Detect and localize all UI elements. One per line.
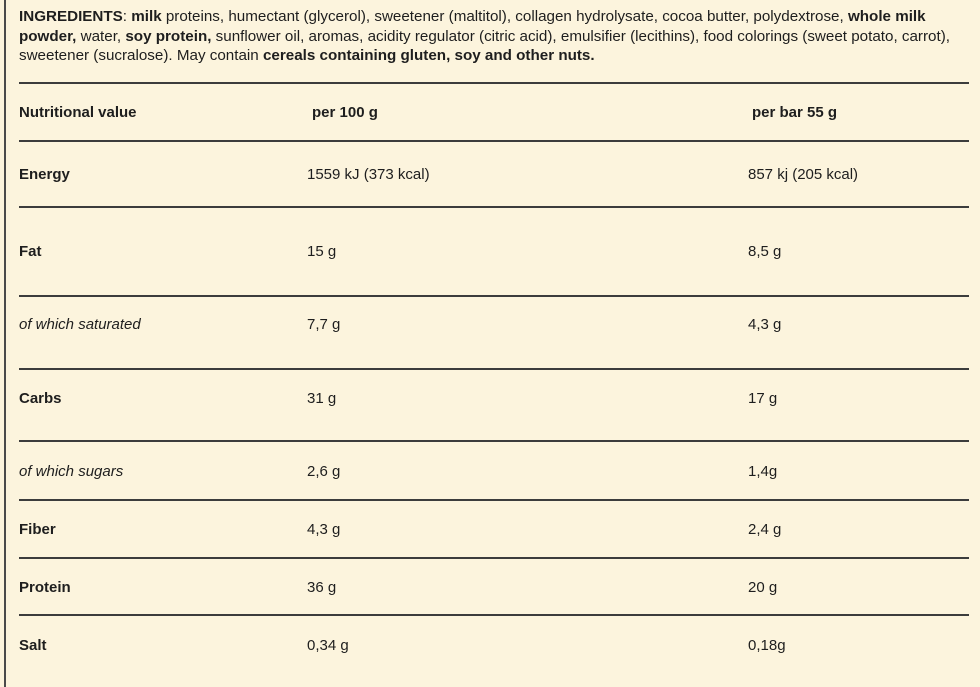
ingredients-part: proteins, humectant (glycerol), sweetene… xyxy=(161,8,848,25)
ingredients-part: whole milk powder, xyxy=(19,8,926,45)
row-perbar: 857 kj (205 kcal) xyxy=(748,166,859,183)
divider xyxy=(19,614,969,616)
row-per100: 0,34 g xyxy=(307,637,349,654)
row-label: Energy xyxy=(19,166,70,183)
row-label: of which saturated xyxy=(19,316,141,333)
row-label: Protein xyxy=(19,579,71,596)
header-per-bar: per bar 55 g xyxy=(752,104,838,121)
row-per100: 4,3 g xyxy=(307,521,341,538)
divider xyxy=(19,82,969,84)
ingredients-part: sunflower oil, aromas, acidity regulator… xyxy=(19,27,950,65)
ingredients-text: INGREDIENTS: milk proteins, humectant (g… xyxy=(19,7,969,66)
ingredients-part: INGREDIENTS xyxy=(19,8,123,25)
row-perbar: 1,4g xyxy=(748,463,778,480)
row-perbar: 20 g xyxy=(748,579,778,596)
row-label: Fat xyxy=(19,243,42,260)
row-perbar: 8,5 g xyxy=(748,243,782,260)
left-border xyxy=(4,0,6,687)
divider xyxy=(19,206,969,208)
header-nutritional-value: Nutritional value xyxy=(19,104,137,121)
ingredients-part: soy protein, xyxy=(125,27,212,45)
divider xyxy=(19,557,969,559)
divider xyxy=(19,499,969,501)
ingredients-part: milk xyxy=(131,8,162,25)
row-per100: 36 g xyxy=(307,579,337,596)
row-perbar: 4,3 g xyxy=(748,316,782,333)
row-per100: 15 g xyxy=(307,243,337,260)
row-perbar: 17 g xyxy=(748,390,778,407)
divider xyxy=(19,295,969,297)
row-label: of which sugars xyxy=(19,463,124,480)
row-label: Carbs xyxy=(19,390,62,407)
row-per100: 2,6 g xyxy=(307,463,341,480)
divider xyxy=(19,368,969,370)
row-per100: 1559 kJ (373 kcal) xyxy=(307,166,430,183)
row-perbar: 0,18g xyxy=(748,637,786,654)
row-label: Salt xyxy=(19,637,47,654)
ingredients-part: : xyxy=(122,8,132,25)
divider xyxy=(19,140,969,142)
row-perbar: 2,4 g xyxy=(748,521,782,538)
row-per100: 31 g xyxy=(307,390,337,407)
header-per-100g: per 100 g xyxy=(312,104,378,121)
row-per100: 7,7 g xyxy=(307,316,341,333)
ingredients-part: water, xyxy=(76,27,126,45)
ingredients-part: cereals containing gluten, soy and other… xyxy=(262,47,595,64)
row-label: Fiber xyxy=(19,521,56,538)
divider xyxy=(19,440,969,442)
